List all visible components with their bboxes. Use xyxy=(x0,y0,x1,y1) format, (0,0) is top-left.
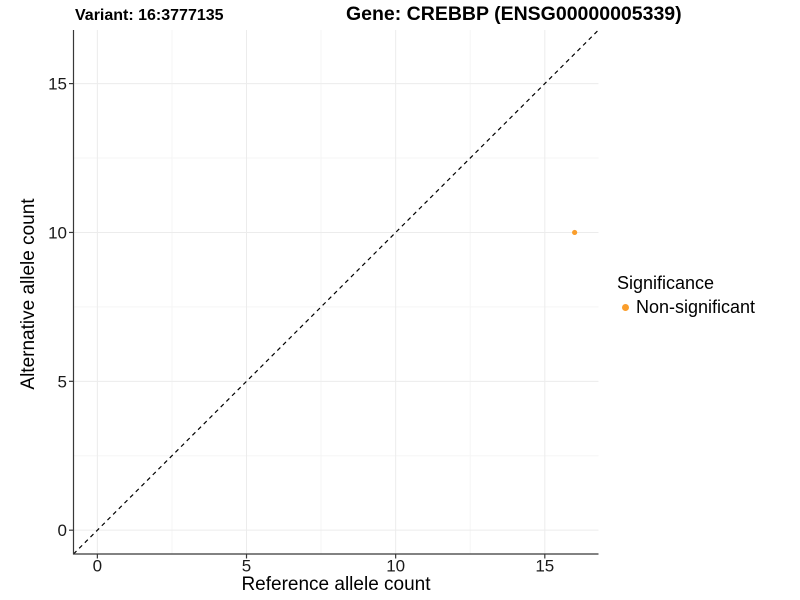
plot-title-gene: Gene: CREBBP (ENSG00000005339) xyxy=(346,3,682,25)
legend-entry-label: Non-significant xyxy=(636,297,756,317)
x-tick-label: 5 xyxy=(242,557,251,576)
x-axis-title: Reference allele count xyxy=(241,574,431,595)
legend-title: Significance xyxy=(617,273,715,293)
data-point xyxy=(572,229,578,236)
y-axis-title: Alternative allele count xyxy=(18,198,39,390)
x-tick-label: 15 xyxy=(535,557,554,576)
legend-entry: Non-significant xyxy=(617,297,755,318)
legend: Significance Non-significant xyxy=(617,273,755,318)
x-tick-label: 0 xyxy=(93,557,102,576)
y-tick-label: 10 xyxy=(48,223,67,242)
plot-title-variant: Variant: 16:3777135 xyxy=(75,7,224,24)
y-tick-label: 5 xyxy=(58,372,67,391)
identity-line xyxy=(73,29,599,555)
legend-point-icon xyxy=(622,304,629,311)
x-tick-label: 10 xyxy=(386,557,405,576)
y-tick-label: 15 xyxy=(48,75,67,94)
y-tick-label: 0 xyxy=(58,521,67,540)
